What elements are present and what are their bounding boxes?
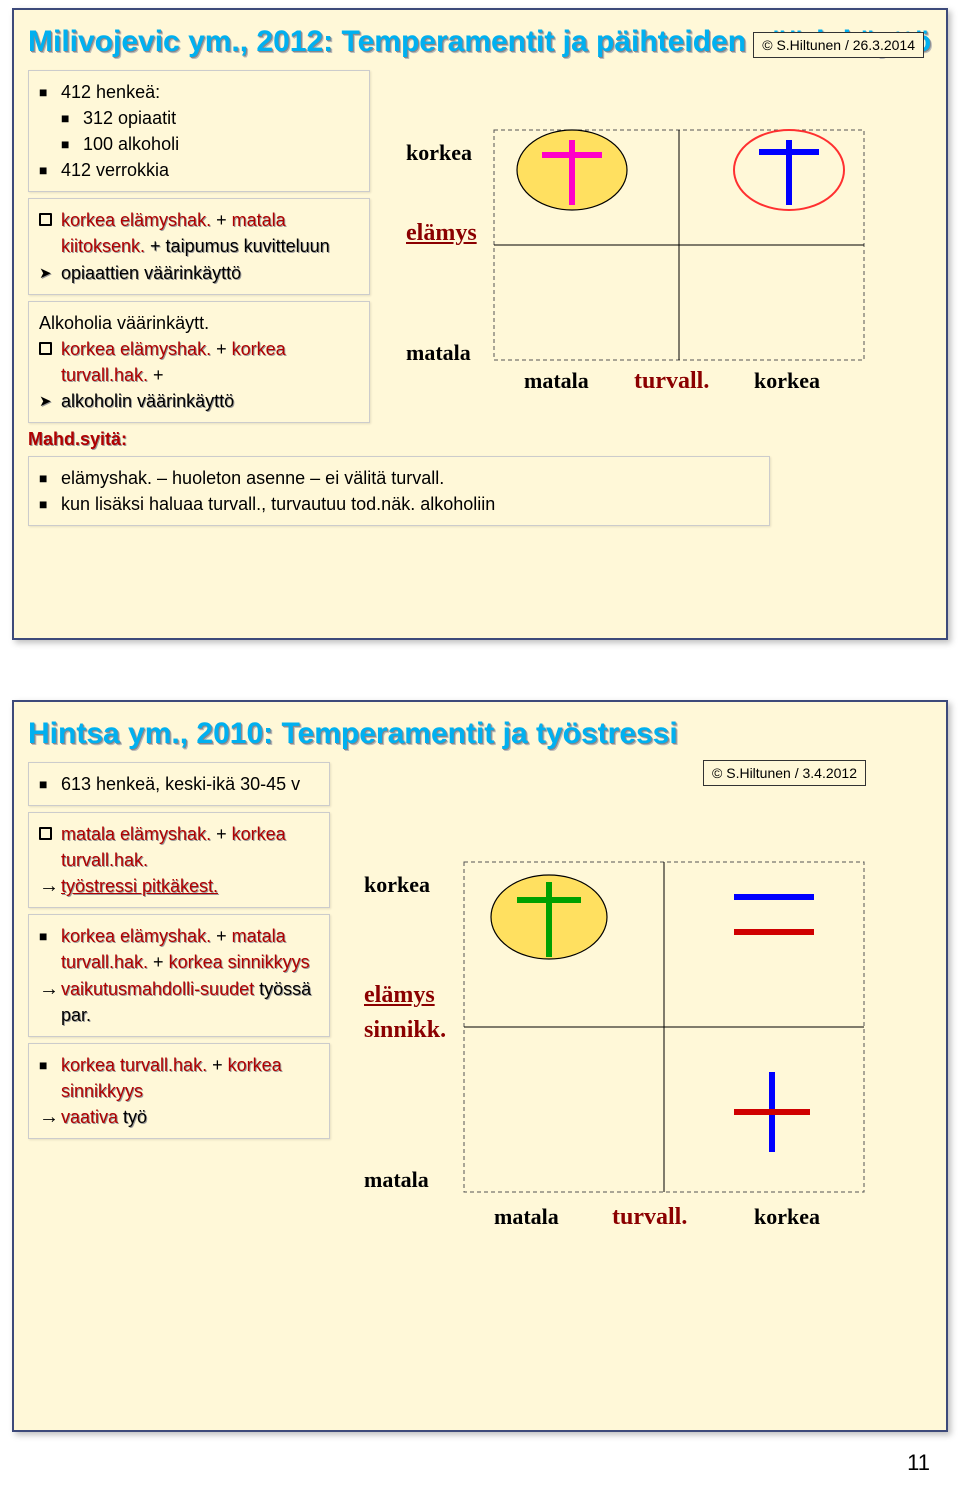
slide-title: Hintsa ym., 2010: Temperamentit ja työst…: [28, 716, 932, 752]
axis-label: turvall.: [612, 1204, 687, 1231]
chart-2: korkea elämys sinnikk. matala matala tur…: [354, 842, 904, 1277]
list-item: korkea elämyshak. + matala kiitoksenk. +…: [39, 207, 359, 259]
list-item: korkea elämyshak. + matala turvall.hak. …: [39, 923, 319, 975]
axis-label: elämys: [364, 982, 435, 1009]
chart-1: korkea elämys matala matala turvall. kor…: [394, 110, 894, 445]
list-item: 412 verrokkia: [39, 157, 359, 183]
list-item: elämyshak. – huoleton asenne – ei välitä…: [39, 465, 759, 491]
axis-label: korkea: [754, 1204, 820, 1230]
list-item: 613 henkeä, keski-ikä 30-45 v: [39, 771, 319, 797]
list-item: opiaattien väärinkäyttö: [39, 260, 359, 286]
list-item: matala elämyshak. + korkea turvall.hak.: [39, 821, 319, 873]
axis-label: matala: [494, 1204, 559, 1230]
block-participants: 613 henkeä, keski-ikä 30-45 v: [28, 762, 330, 806]
block-vaativa: korkea turvall.hak. + korkea sinnikkyys …: [28, 1043, 330, 1139]
axis-label: korkea: [754, 368, 820, 394]
block-opiaatit: korkea elämyshak. + matala kiitoksenk. +…: [28, 198, 370, 294]
copyright-box: © S.Hiltunen / 3.4.2012: [703, 760, 866, 786]
axis-label: sinnikk.: [364, 1017, 446, 1044]
axis-label: korkea: [406, 140, 472, 166]
block-alkoholi: Alkoholia väärinkäytt. korkea elämyshak.…: [28, 301, 370, 423]
list-item: 100 alkoholi: [39, 131, 359, 157]
list-item: vaativa työ: [39, 1104, 319, 1130]
list-item: Alkoholia väärinkäytt.: [39, 310, 359, 336]
list-item: alkoholin väärinkäyttö: [39, 388, 359, 414]
axis-label: matala: [364, 1167, 429, 1193]
list-item: 412 henkeä:: [39, 79, 359, 105]
list-item: korkea turvall.hak. + korkea sinnikkyys: [39, 1052, 319, 1104]
copyright-box: © S.Hiltunen / 26.3.2014: [753, 32, 924, 58]
axis-label: matala: [524, 368, 589, 394]
list-item: 312 opiaatit: [39, 105, 359, 131]
block-vaikutus: korkea elämyshak. + matala turvall.hak. …: [28, 914, 330, 1036]
block-participants: 412 henkeä: 312 opiaatit 100 alkoholi 41…: [28, 70, 370, 192]
axis-label: turvall.: [634, 368, 709, 395]
block-stressi: matala elämyshak. + korkea turvall.hak. …: [28, 812, 330, 908]
axis-label: korkea: [364, 872, 430, 898]
list-item: työstressi pitkäkest.: [39, 873, 319, 899]
list-item: korkea elämyshak. + korkea turvall.hak. …: [39, 336, 359, 388]
slide-2: Hintsa ym., 2010: Temperamentit ja työst…: [12, 700, 948, 1432]
axis-label: elämys: [406, 220, 477, 247]
block-syyt: elämyshak. – huoleton asenne – ei välitä…: [28, 456, 770, 526]
page-number: 11: [907, 1450, 930, 1476]
axis-label: matala: [406, 340, 471, 366]
list-item: kun lisäksi haluaa turvall., turvautuu t…: [39, 491, 759, 517]
list-item: vaikutusmahdolli-suudet työssä par.: [39, 976, 319, 1028]
slide-1: © S.Hiltunen / 26.3.2014 Milivojevic ym.…: [12, 8, 948, 640]
